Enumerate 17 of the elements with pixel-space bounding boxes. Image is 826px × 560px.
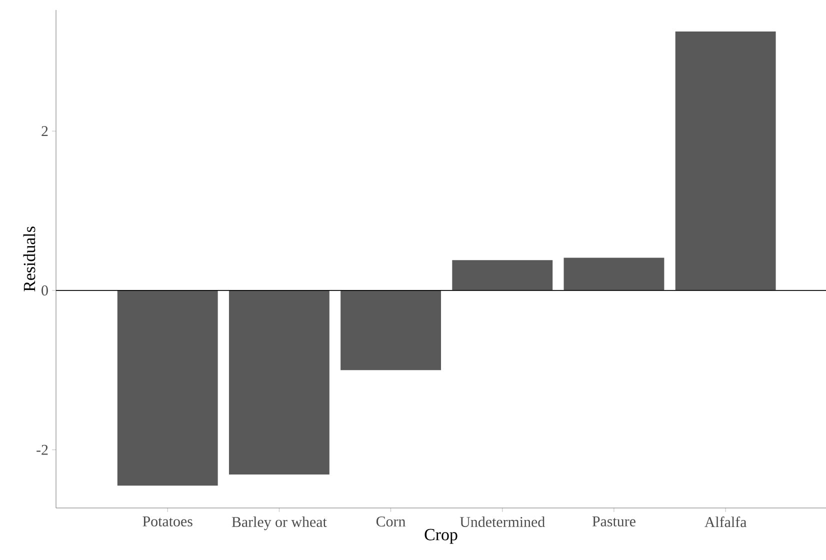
x-tick-label: Barley or wheat xyxy=(232,516,327,530)
bar xyxy=(228,290,330,475)
bar xyxy=(340,290,442,370)
bar xyxy=(564,258,664,290)
x-tick-label: Pasture xyxy=(592,516,636,526)
x-tick-label: Corn xyxy=(376,516,406,527)
bar xyxy=(452,260,553,290)
bar xyxy=(117,290,218,486)
x-tick-label: Potatoes xyxy=(142,516,192,526)
y-tick-label: -2 xyxy=(36,444,48,455)
y-tick-label: 0 xyxy=(42,285,48,296)
y-tick-label: 2 xyxy=(42,126,48,136)
x-axis-title: Crop xyxy=(424,528,458,544)
bar xyxy=(675,31,776,290)
y-axis-title: Residuals xyxy=(23,226,36,292)
x-tick-label: Alfalfa xyxy=(704,516,747,528)
x-tick-label: Undetermined xyxy=(460,516,545,528)
